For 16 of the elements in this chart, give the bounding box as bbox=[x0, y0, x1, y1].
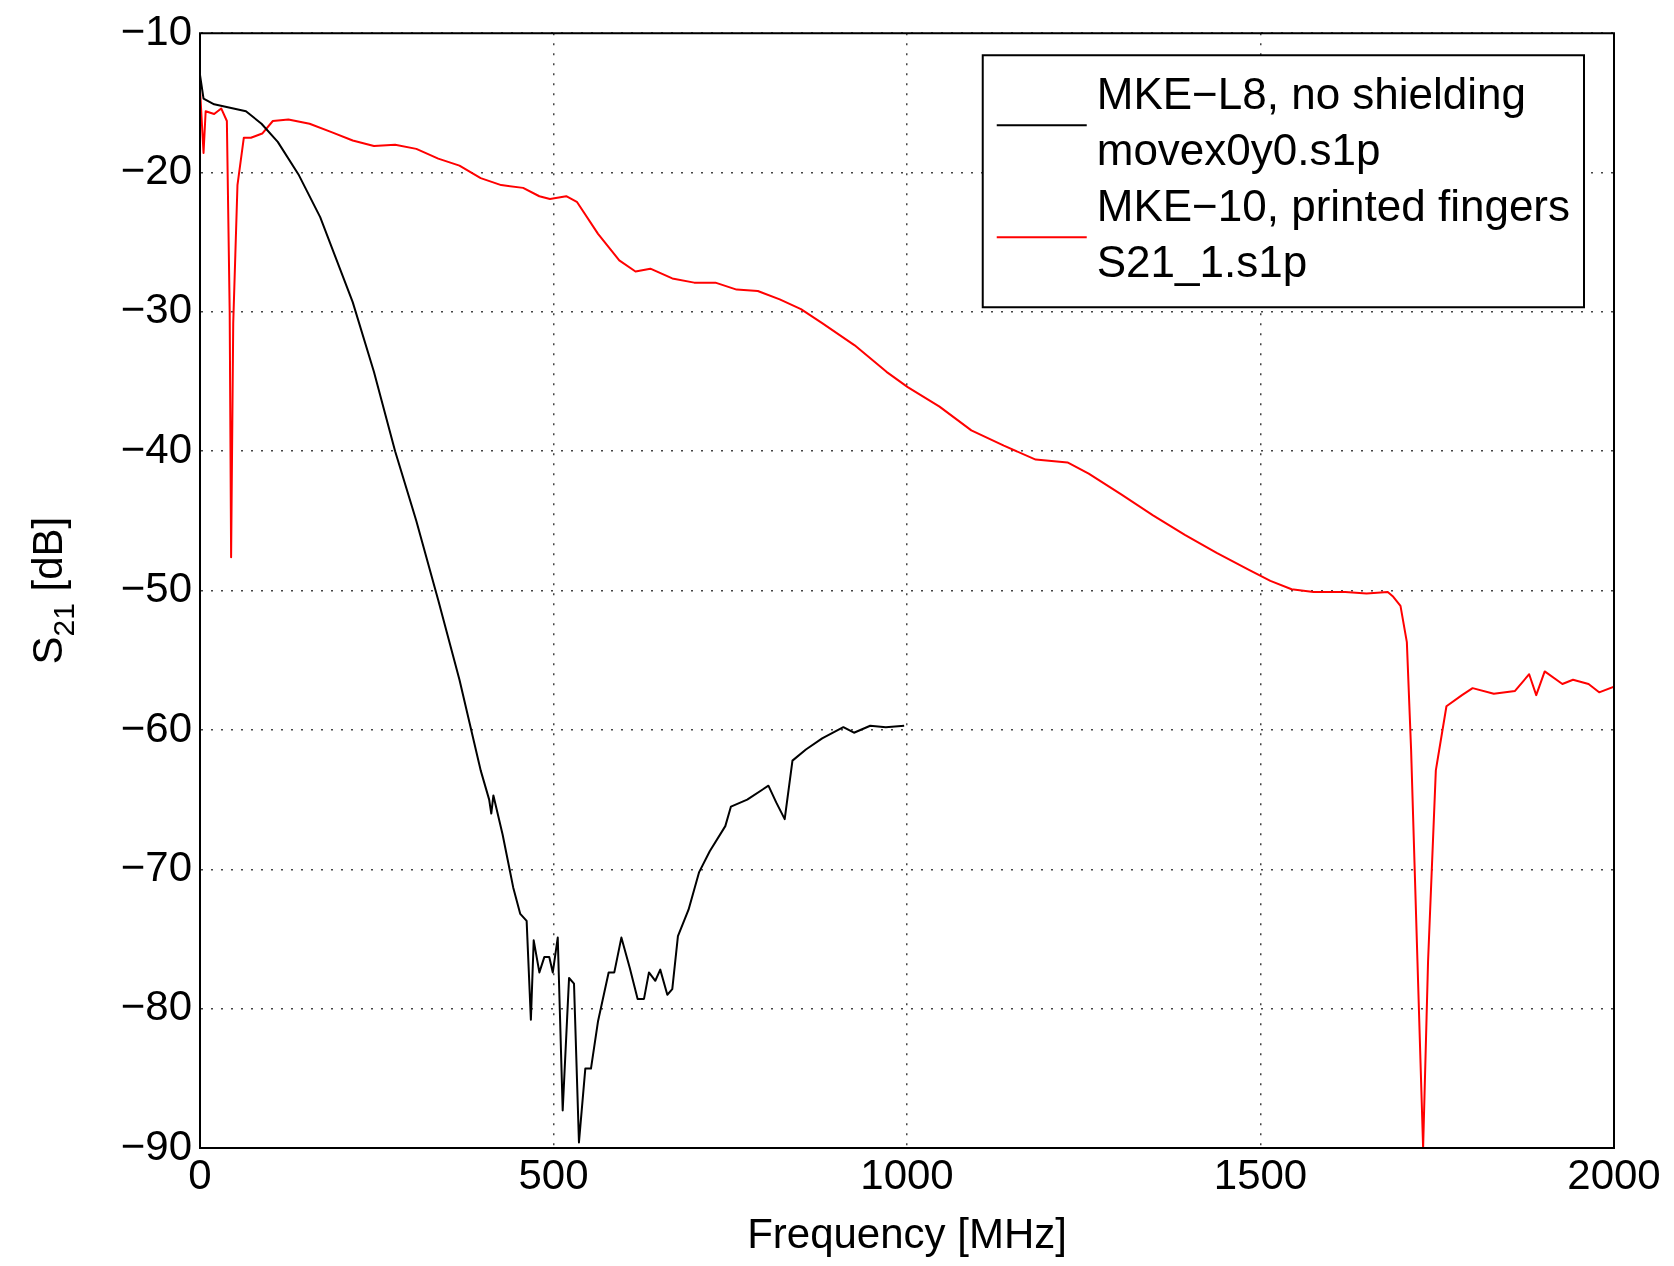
y-tick-label: −80 bbox=[120, 982, 192, 1030]
x-tick-label: 1500 bbox=[1213, 1150, 1308, 1198]
y-tick-label: −20 bbox=[120, 146, 192, 194]
y-tick-label: −10 bbox=[120, 6, 192, 54]
y-axis-title: S21 [dB] bbox=[24, 516, 80, 665]
y-tick-label: −60 bbox=[120, 703, 192, 751]
y-tick-label: −40 bbox=[120, 424, 192, 472]
x-tick-label: 1000 bbox=[860, 1150, 954, 1198]
legend-label: MKE−L8, no shielding movex0y0.s1p bbox=[1096, 69, 1527, 175]
y-tick-label: −30 bbox=[120, 285, 192, 333]
x-axis-title: Frequency [MHz] bbox=[747, 1210, 1067, 1258]
x-tick-label: 500 bbox=[518, 1150, 589, 1198]
y-tick-label: −70 bbox=[120, 842, 192, 890]
x-tick-label: 2000 bbox=[1567, 1150, 1661, 1198]
legend-label: MKE−10, printed fingers S21_1.s1p bbox=[1096, 181, 1571, 287]
y-tick-label: −50 bbox=[120, 564, 192, 612]
